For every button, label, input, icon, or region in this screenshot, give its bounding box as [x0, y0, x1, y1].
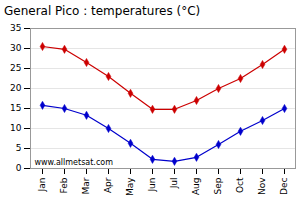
svg-text:25: 25: [10, 63, 21, 73]
svg-text:30: 30: [10, 43, 22, 53]
svg-text:Apr: Apr: [103, 177, 113, 193]
svg-text:Aug: Aug: [191, 178, 201, 196]
html-text:General Pico : temperatures (°: General Pico : temperatures (°C): [4, 4, 201, 18]
svg-text:Dec: Dec: [279, 177, 289, 194]
svg-text:Sep: Sep: [213, 177, 223, 194]
svg-text:15: 15: [10, 103, 21, 113]
svg-text:www.allmetsat.com: www.allmetsat.com: [35, 158, 114, 167]
svg-text:Oct: Oct: [235, 177, 245, 193]
svg-text:0: 0: [16, 163, 22, 173]
svg-text:5: 5: [16, 143, 22, 153]
svg-text:Jan: Jan: [37, 178, 47, 193]
svg-text:35: 35: [10, 23, 21, 33]
svg-text:Jul: Jul: [169, 178, 179, 190]
svg-text:May: May: [125, 177, 135, 196]
svg-text:Jun: Jun: [147, 178, 157, 193]
svg-text:Feb: Feb: [59, 177, 69, 193]
svg-text:20: 20: [10, 83, 22, 93]
svg-text:Nov: Nov: [257, 177, 267, 195]
svg-text:10: 10: [10, 123, 22, 133]
svg-text:Mar: Mar: [81, 177, 91, 194]
